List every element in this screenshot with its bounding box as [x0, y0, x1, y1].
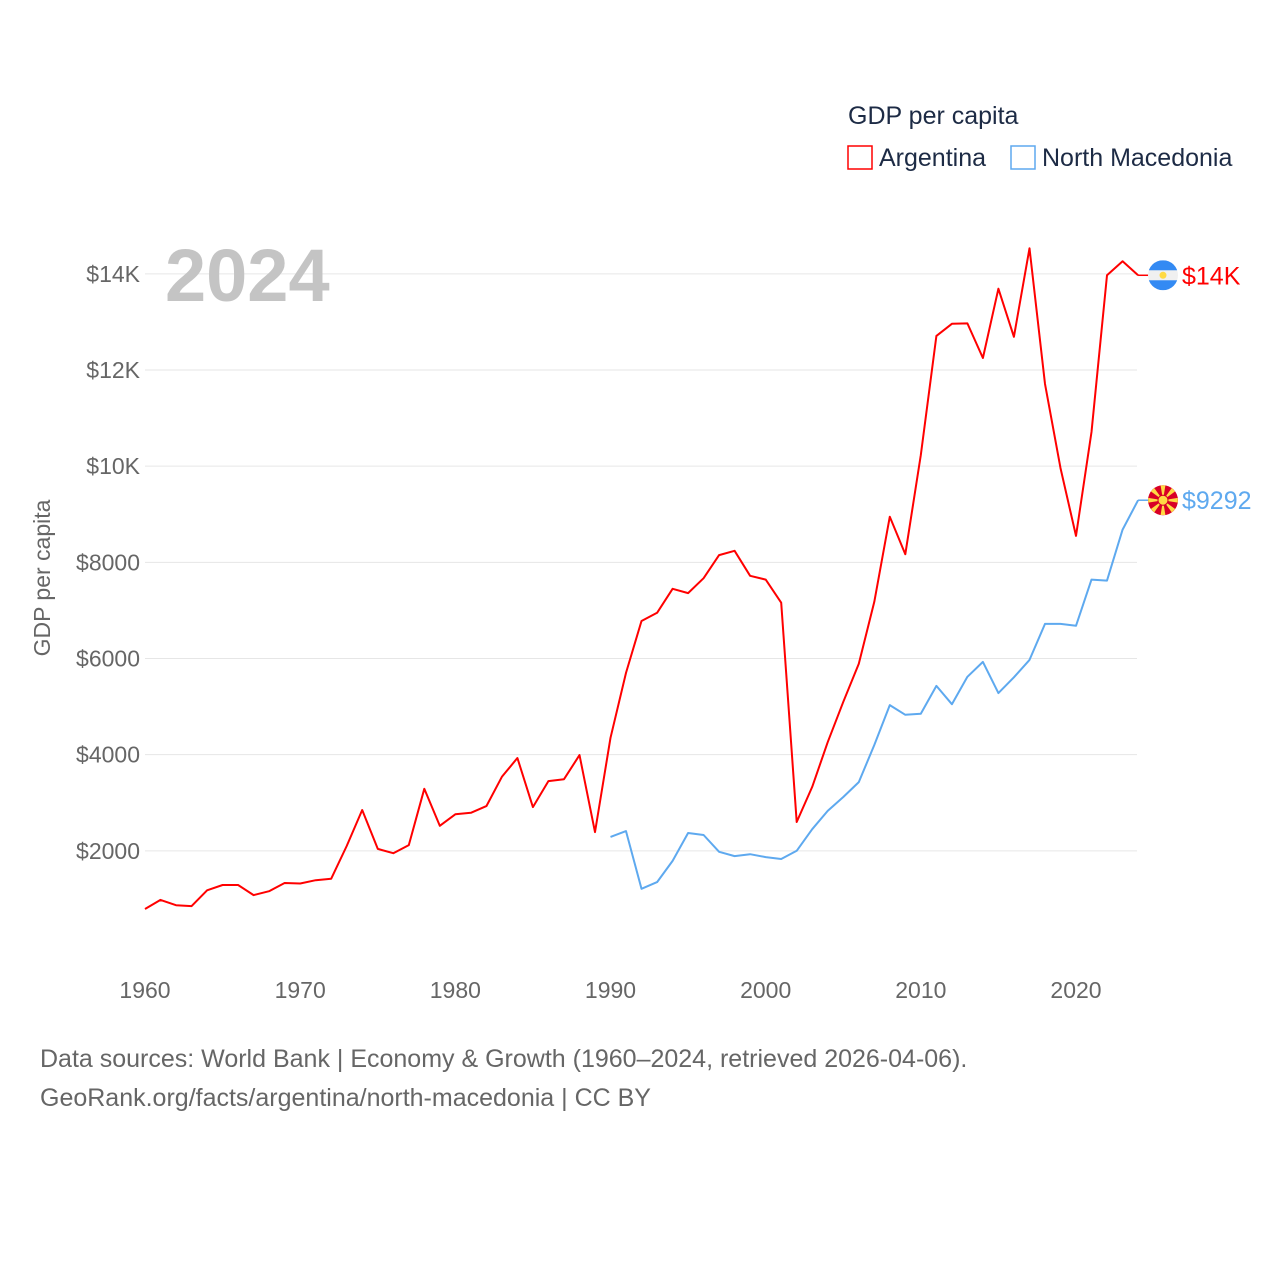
x-tick-label: 1970: [275, 977, 326, 1003]
x-tick-label: 1980: [430, 977, 481, 1003]
y-tick-label: $2000: [76, 838, 140, 864]
y-tick-label: $10K: [86, 453, 140, 479]
x-tick-label: 2010: [895, 977, 946, 1003]
legend-swatch-north-macedonia: [1010, 145, 1036, 170]
x-tick-label: 2020: [1050, 977, 1101, 1003]
y-tick-label: $4000: [76, 742, 140, 768]
legend-swatch-argentina: [847, 145, 873, 170]
y-tick-label: $14K: [86, 261, 140, 287]
legend-title: GDP per capita: [848, 102, 1019, 130]
y-tick-label: $8000: [76, 549, 140, 575]
x-tick-label: 1990: [585, 977, 636, 1003]
x-tick-label: 2000: [740, 977, 791, 1003]
end-value-label: $9292: [1182, 487, 1252, 515]
source-line-2[interactable]: GeoRank.org/facts/argentina/north-macedo…: [40, 1084, 651, 1112]
y-tick-label: $12K: [86, 357, 140, 383]
y-axis-label: GDP per capita: [29, 499, 55, 656]
series-line-argentina: [144, 247, 1139, 910]
argentina-flag-icon: [1148, 260, 1178, 291]
end-value-label: $14K: [1182, 262, 1241, 290]
y-tick-label: $6000: [76, 646, 140, 672]
legend-label-north-macedonia[interactable]: North Macedonia: [1042, 144, 1232, 172]
north-macedonia-flag-icon: [1148, 485, 1178, 516]
legend-label-argentina[interactable]: Argentina: [879, 144, 986, 172]
x-tick-label: 1960: [119, 977, 170, 1003]
year-watermark: 2024: [165, 234, 330, 317]
series-line-north-macedonia: [610, 499, 1139, 890]
source-line-1: Data sources: World Bank | Economy & Gro…: [40, 1045, 968, 1073]
